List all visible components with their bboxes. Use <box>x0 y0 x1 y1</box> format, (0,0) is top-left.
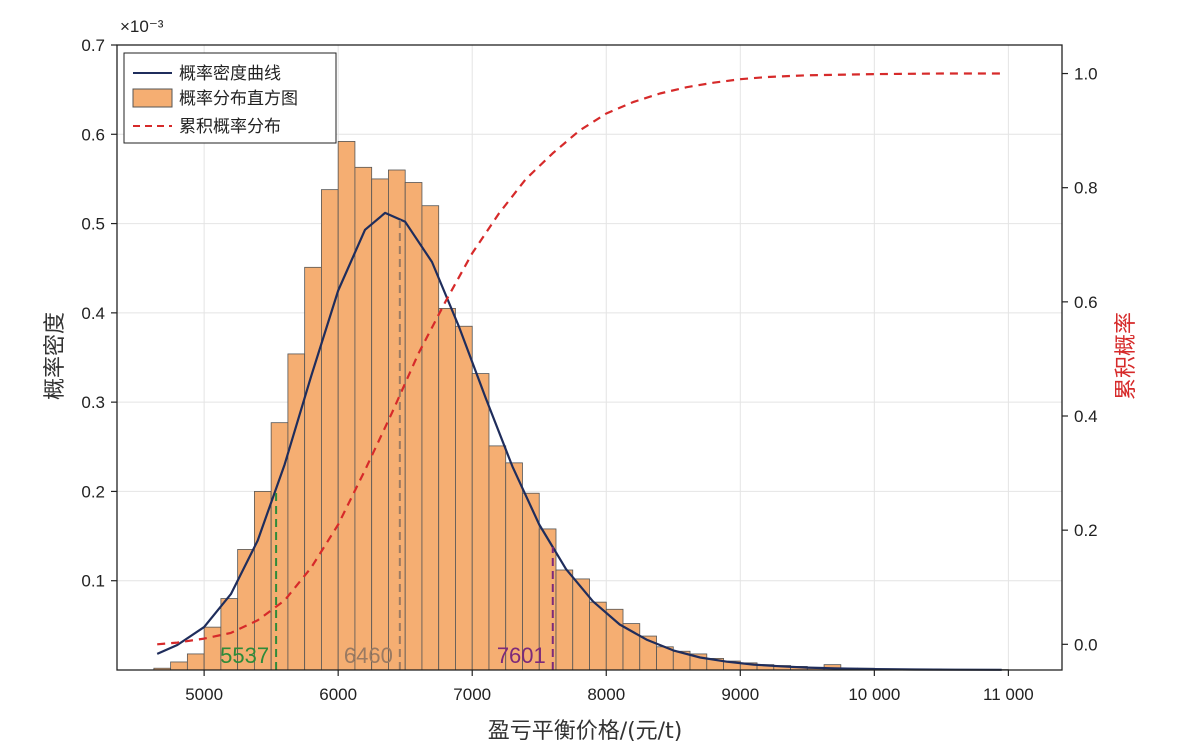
histogram-bar <box>421 205 440 671</box>
x-tick-label: 6000 <box>319 685 357 704</box>
y2-tick-label: 0.4 <box>1074 407 1098 426</box>
y-tick-label: 0.7 <box>81 36 105 55</box>
y-tick-label: 0.1 <box>81 572 105 591</box>
y2-tick-label: 0.0 <box>1074 635 1098 654</box>
y2-tick-label: 0.2 <box>1074 521 1098 540</box>
density-curve-line <box>156 211 1002 671</box>
y-tick-label: 0.3 <box>81 393 105 412</box>
histogram-bar <box>589 601 607 671</box>
legend-histogram-label: 概率分布直方图 <box>179 89 298 109</box>
histogram-bar <box>337 141 356 671</box>
legend-cumulative-label: 累积概率分布 <box>179 117 281 137</box>
y-tick-label: 0.5 <box>81 215 105 234</box>
y2-axis-title: 累积概率 <box>1114 312 1139 400</box>
marker-label-5537: 5537 <box>220 643 269 668</box>
legend-density-label: 概率密度曲线 <box>179 64 281 84</box>
histogram-bar <box>404 182 423 671</box>
histogram-bar <box>438 307 456 671</box>
x-tick-label: 10 000 <box>848 685 900 704</box>
histogram-bar <box>170 661 188 671</box>
density-curve-layer <box>156 211 1002 671</box>
cumulative-curve-line <box>157 72 1002 646</box>
histogram-bar <box>287 353 306 671</box>
y2-tick-label: 0.6 <box>1074 293 1098 312</box>
plot-frame <box>116 44 1063 671</box>
histogram-bar <box>555 569 574 671</box>
cumulative-curve-layer <box>157 72 1002 646</box>
histogram-bar <box>455 325 473 671</box>
y-multiplier-label: ×10⁻³ <box>120 17 164 36</box>
y-tick-label: 0.6 <box>81 125 105 144</box>
x-tick-label: 9000 <box>721 685 759 704</box>
histogram-bar <box>388 169 406 671</box>
legend-histogram-swatch <box>132 88 173 108</box>
y2-tick-label: 1.0 <box>1074 65 1098 84</box>
y-tick-label: 0.4 <box>81 304 105 323</box>
histogram-bar <box>321 189 339 671</box>
histogram-bar <box>505 462 523 671</box>
x-tick-label: 11 000 <box>983 685 1034 704</box>
marker-lines: 5537 6460 7601 <box>220 219 554 670</box>
y-axis-title: 概率密度 <box>43 312 68 400</box>
x-axis-title: 盈亏平衡价格/(元/t) <box>488 719 683 744</box>
histogram-bar <box>471 373 490 671</box>
y2-tick-label: 0.8 <box>1074 179 1098 198</box>
x-tick-label: 8000 <box>587 685 625 704</box>
marker-label-7601: 7601 <box>497 643 546 668</box>
histogram-bar <box>304 266 322 671</box>
marker-label-6460: 6460 <box>344 643 393 668</box>
histogram-bars <box>153 141 1009 671</box>
axes: 5000 6000 7000 8000 9000 10 000 11 000 0.1 0.2 0.… <box>81 36 1097 704</box>
histogram-bar <box>186 653 205 671</box>
histogram-bar <box>354 166 373 671</box>
y-tick-label: 0.2 <box>81 482 105 501</box>
legend: 概率密度曲线 概率分布直方图 累积概率分布 <box>123 52 337 144</box>
histogram-bar <box>488 445 507 671</box>
x-tick-label: 7000 <box>453 685 491 704</box>
x-tick-label: 5000 <box>185 685 223 704</box>
histogram-bar <box>203 626 222 671</box>
histogram-bar <box>605 608 624 671</box>
